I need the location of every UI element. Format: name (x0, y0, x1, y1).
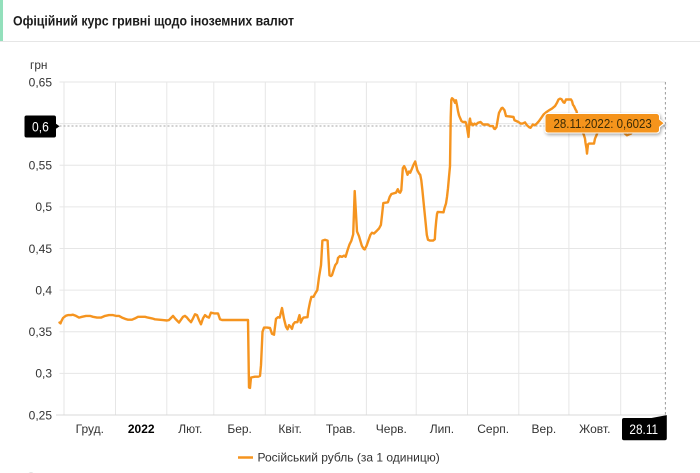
svg-text:2022: 2022 (128, 422, 155, 436)
svg-text:Трав.: Трав. (326, 422, 356, 436)
svg-text:0,45: 0,45 (29, 242, 53, 256)
svg-text:Жовт.: Жовт. (579, 422, 610, 436)
svg-text:Лип.: Лип. (430, 422, 454, 436)
svg-text:0,6: 0,6 (32, 119, 49, 134)
svg-text:0,4: 0,4 (35, 283, 52, 297)
svg-text:Серп.: Серп. (477, 422, 509, 436)
svg-text:Російський рубль (за 1 одиницю: Російський рубль (за 1 одиницю) (258, 451, 440, 465)
svg-text:грн: грн (30, 58, 48, 72)
svg-text:0,25: 0,25 (29, 408, 53, 422)
svg-text:Квіт.: Квіт. (278, 422, 302, 436)
svg-text:0,3: 0,3 (35, 367, 52, 381)
svg-text:Бер.: Бер. (227, 422, 252, 436)
svg-text:Офіційний курс гривні щодо іно: Офіційний курс гривні щодо іноземних вал… (13, 13, 294, 29)
svg-text:Лют.: Лют. (178, 422, 202, 436)
svg-text:0,35: 0,35 (29, 325, 53, 339)
svg-text:Черв.: Черв. (376, 422, 407, 436)
svg-text:28.11: 28.11 (629, 422, 658, 437)
svg-text:0,55: 0,55 (29, 159, 53, 173)
svg-text:Вер.: Вер. (532, 422, 557, 436)
svg-text:0,65: 0,65 (29, 75, 53, 89)
svg-text:Груд.: Груд. (76, 422, 104, 436)
svg-text:0,5: 0,5 (35, 200, 52, 214)
svg-text:28.11.2022: 0,6023: 28.11.2022: 0,6023 (554, 117, 652, 131)
